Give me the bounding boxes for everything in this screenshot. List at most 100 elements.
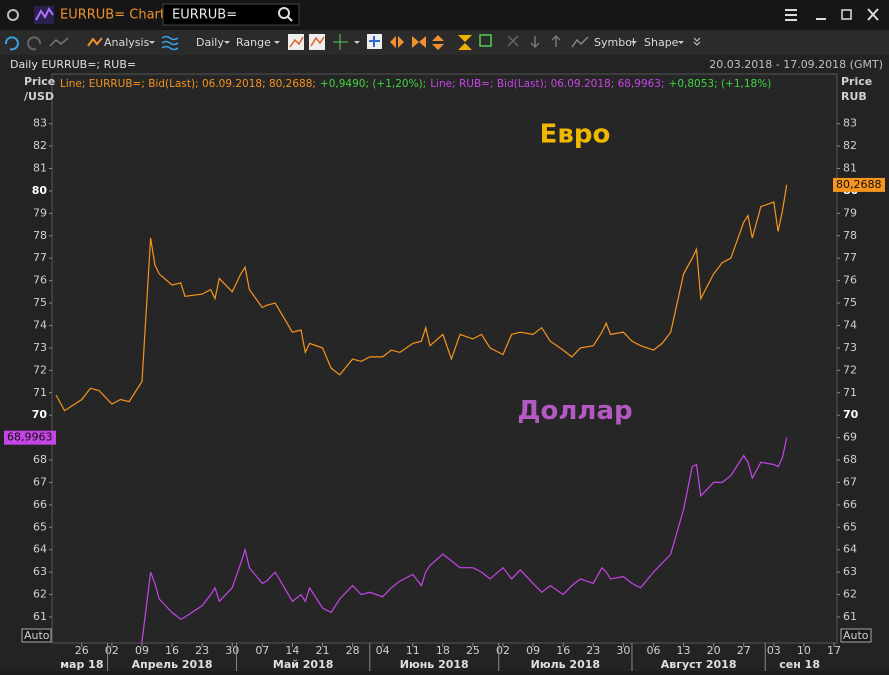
month-label: мар 18: [60, 658, 103, 671]
y2-axis-title: Price: [841, 75, 872, 88]
x-tick-label: 30: [225, 644, 239, 657]
y2-tick-label: 64: [843, 543, 857, 556]
chart-header: Daily EURRUB=; RUB=: [10, 58, 136, 71]
y-tick-label: 61: [33, 610, 47, 623]
x-tick-label: 23: [195, 644, 209, 657]
month-label: Июль 2018: [531, 658, 600, 671]
scale-mode[interactable]: Auto: [24, 629, 50, 642]
y2-axis-title: RUB: [841, 90, 867, 103]
x-tick-label: 14: [285, 644, 299, 657]
y2-tick-label: 67: [843, 475, 857, 488]
y2-tick-label: 71: [843, 386, 857, 399]
plot-area: [51, 73, 838, 644]
x-tick-label: 23: [586, 644, 600, 657]
x-tick-label: 02: [496, 644, 510, 657]
search-icon[interactable]: [278, 7, 290, 19]
window-controls[interactable]: [785, 8, 879, 21]
month-label: Май 2018: [273, 658, 334, 671]
x-tick-label: 28: [346, 644, 360, 657]
y-tick-label: 63: [33, 565, 47, 578]
y2-tick-label: 83: [843, 117, 857, 130]
x-tick-label: 06: [646, 644, 660, 657]
link-icon[interactable]: [7, 9, 19, 21]
x-tick-label: 25: [466, 644, 480, 657]
toolbar-dropdowns[interactable]: [149, 37, 701, 46]
series-group: [55, 184, 788, 412]
y-axis-title: /USD: [24, 90, 54, 103]
y-tick-label: 78: [33, 229, 47, 242]
scale-mode-box[interactable]: [840, 628, 872, 643]
y2-tick-label: 73: [843, 341, 857, 354]
last-value-label: 80,2688: [836, 178, 882, 191]
y-tick-label: 73: [33, 341, 47, 354]
y-tick-label: 65: [33, 520, 47, 533]
redo-button[interactable]: [27, 36, 42, 51]
toolbar-icons[interactable]: [288, 34, 589, 50]
month-label: Август 2018: [661, 658, 737, 671]
y2-tick-label: 82: [843, 139, 857, 152]
x-tick-label: 03: [767, 644, 781, 657]
y-axis-title: Price: [24, 75, 55, 88]
x-tick-label: 16: [165, 644, 179, 657]
x-tick-label: 20: [707, 644, 721, 657]
y-tick-label: 64: [33, 543, 47, 556]
y2-tick-label: 74: [843, 318, 857, 331]
legend-change: +0,9490; (+1,20%);: [320, 78, 426, 90]
search-box[interactable]: [162, 3, 300, 26]
y-tick-label: 66: [33, 498, 47, 511]
line-tool[interactable]: [49, 37, 69, 47]
last-value-tag: [4, 430, 56, 445]
series-line: [55, 184, 788, 412]
x-tick-label: 07: [255, 644, 269, 657]
x-tick-label: 16: [556, 644, 570, 657]
month-label: Июнь 2018: [400, 658, 469, 671]
month-label: сен 18: [779, 658, 820, 671]
y-tick-label: 81: [33, 162, 47, 175]
y2-tick-label: 75: [843, 296, 857, 309]
x-tick-label: 13: [677, 644, 691, 657]
y2-tick-label: 72: [843, 363, 857, 376]
legend-change: +0,8053; (+1,18%): [669, 78, 772, 90]
series-group: [141, 437, 788, 643]
x-tick-label: 17: [827, 644, 841, 657]
search-icon-handle: [287, 16, 293, 22]
undo-button[interactable]: [4, 36, 19, 51]
month-label: Апрель 2018: [132, 658, 213, 671]
x-tick-label: 18: [436, 644, 450, 657]
x-tick-label: 09: [135, 644, 149, 657]
app-icon-line: [35, 7, 54, 21]
y-tick-label: 74: [33, 318, 47, 331]
toolbar-daily[interactable]: Daily: [196, 36, 224, 49]
y-tick-label: 82: [33, 139, 47, 152]
last-value-tag: [833, 177, 885, 192]
x-tick-label: 21: [315, 644, 329, 657]
series-name: Доллар: [517, 396, 632, 426]
x-tick-label: 09: [526, 644, 540, 657]
toolbar: [0, 30, 889, 55]
y-tick-label: 77: [33, 251, 47, 264]
legend-info: Line; RUB=; Bid(Last); 06.09.2018; 68,99…: [430, 78, 664, 90]
y-tick-label: 72: [33, 363, 47, 376]
toolbar-symbol[interactable]: Symbol: [594, 36, 635, 49]
y-tick-label: 71: [33, 386, 47, 399]
toolbar-range[interactable]: Range: [236, 36, 271, 49]
scale-mode-box[interactable]: [21, 628, 52, 643]
window-title: EURRUB= Chart: [60, 8, 165, 23]
toolbar-analysis[interactable]: Analysis: [104, 36, 150, 49]
x-tick-label: 27: [737, 644, 751, 657]
y-tick-label: 80: [32, 184, 48, 197]
y2-tick-label: 76: [843, 274, 857, 287]
scale-mode[interactable]: Auto: [843, 629, 869, 642]
date-range: 20.03.2018 - 17.09.2018 (GMT): [709, 58, 883, 71]
x-tick-label: 04: [376, 644, 390, 657]
analysis-icon: [87, 37, 103, 47]
y2-tick-label: 62: [843, 588, 857, 601]
x-tick-label: 02: [105, 644, 119, 657]
title-bar: [0, 0, 889, 30]
toolbar-shape[interactable]: Shape: [644, 36, 679, 49]
y-tick-label: 67: [33, 475, 47, 488]
y-tick-label: 79: [33, 206, 47, 219]
search-text[interactable]: EURRUB=: [172, 8, 237, 23]
